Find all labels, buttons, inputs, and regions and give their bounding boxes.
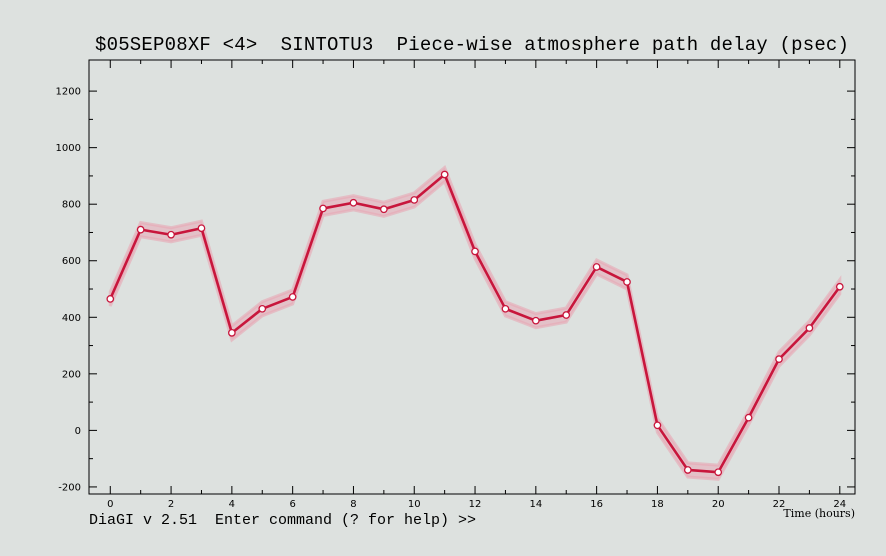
data-point (653, 421, 662, 430)
x-tick-label: 0 (107, 499, 113, 510)
data-point (106, 295, 115, 303)
chart-title: $05SEP08XF <4> SINTOTU3 Piece-wise atmos… (95, 34, 850, 56)
plot-frame (88, 59, 856, 495)
y-tick-label: 1200 (56, 87, 81, 98)
data-point (805, 324, 814, 332)
series-line (109, 173, 841, 474)
data-point (197, 224, 206, 233)
data-point (501, 304, 510, 313)
error-band-shape (108, 164, 842, 481)
data-markers (106, 170, 844, 477)
x-tick-label: 12 (469, 499, 482, 510)
x-tick-label: 22 (773, 499, 786, 510)
x-tick-label: 10 (408, 499, 421, 510)
y-tick-label: 200 (62, 369, 81, 380)
x-tick-label: 6 (289, 499, 295, 510)
y-tick-label: -200 (58, 482, 81, 493)
x-tick-label: 8 (350, 499, 356, 510)
data-point (744, 413, 753, 422)
data-point (258, 304, 267, 313)
x-tick-label: 2 (168, 499, 174, 510)
data-point (288, 293, 297, 301)
data-point (167, 230, 175, 239)
data-point (562, 311, 571, 319)
x-tick-label: 4 (229, 499, 235, 510)
data-point (471, 247, 479, 256)
data-point (379, 205, 388, 214)
x-tick-label: 14 (529, 499, 542, 510)
data-point (349, 198, 358, 207)
x-axis-label: Time (hours) (783, 507, 855, 520)
x-axis: 0 2 4 6 8 10 12 14 16 18 20 22 24 (107, 60, 846, 510)
data-point (410, 196, 419, 204)
data-point (775, 355, 783, 363)
data-point (136, 225, 145, 234)
y-tick-label: 800 (62, 200, 81, 211)
data-point (623, 278, 631, 286)
y-tick-label: 1000 (56, 143, 81, 154)
x-tick-label: 18 (651, 499, 664, 510)
y-tick-label: 400 (62, 313, 81, 324)
x-tick-label: 24 (833, 499, 846, 510)
error-band (108, 164, 842, 481)
data-point (531, 316, 540, 325)
x-tick-label: 16 (590, 499, 603, 510)
y-tick-label: 600 (62, 256, 81, 267)
data-point (592, 263, 601, 271)
data-point (714, 468, 723, 477)
command-prompt[interactable]: DiaGI v 2.51 Enter command (? for help) … (89, 512, 477, 529)
y-tick-label: 0 (75, 426, 81, 437)
data-point (835, 282, 844, 291)
x-tick-label: 20 (712, 499, 725, 510)
y-axis: -200 0 200 400 600 800 1000 1200 (56, 87, 855, 493)
data-point (319, 204, 327, 213)
data-point (228, 328, 236, 337)
data-point (440, 170, 449, 179)
data-point (683, 466, 692, 474)
